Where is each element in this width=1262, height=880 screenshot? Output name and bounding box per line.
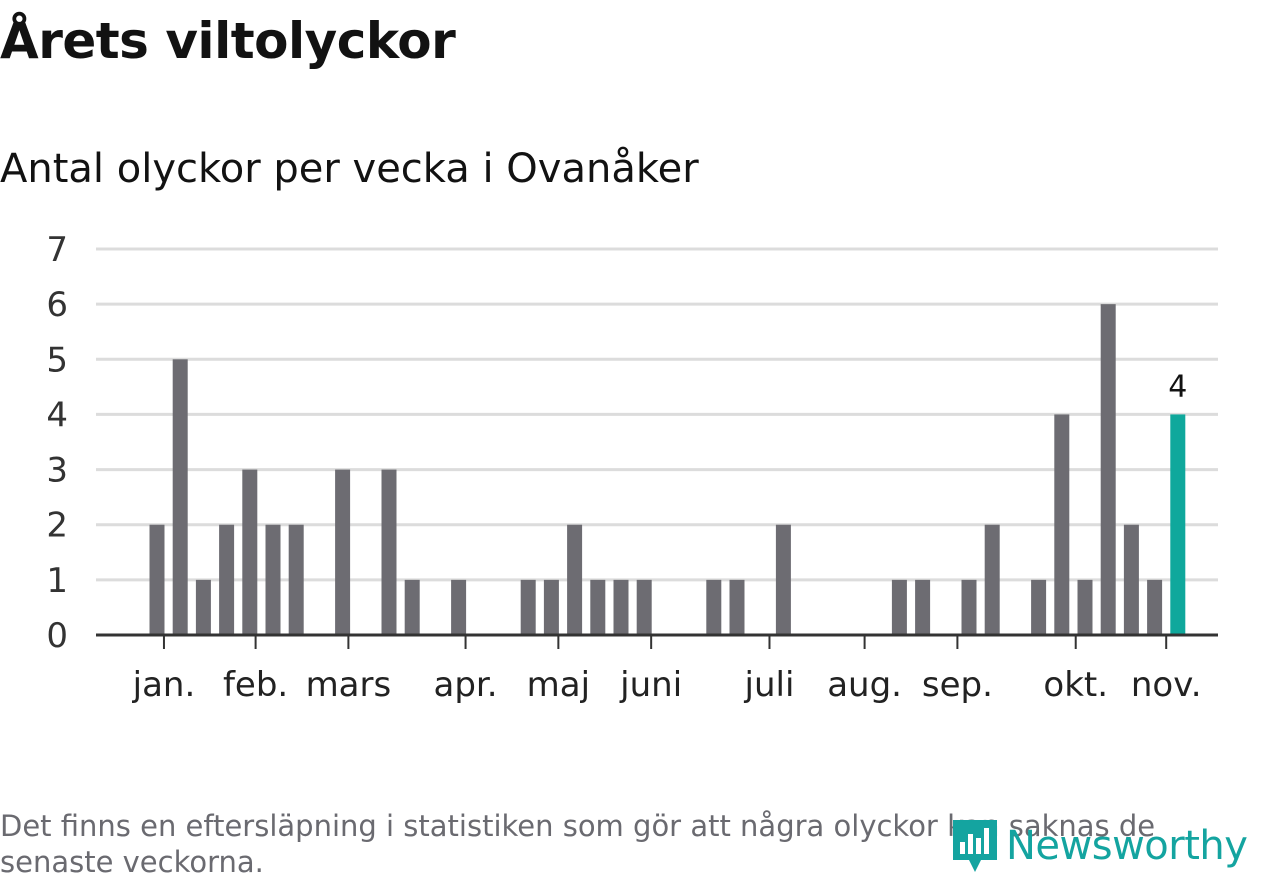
bar [404,579,420,635]
y-tick-label: 2 [46,506,68,546]
bars [149,304,1186,635]
y-tick-label: 4 [46,395,68,435]
x-tick-label: maj [527,665,590,705]
y-tick-label: 0 [46,616,68,656]
x-tick-label: jan. [132,665,196,705]
chart-subtitle: Antal olyckor per vecka i Ovanåker [0,146,699,192]
bar [543,579,559,635]
x-tick-label: feb. [223,665,288,705]
bar [381,469,397,635]
x-tick-label: nov. [1131,665,1202,705]
bar [520,579,536,635]
bar [1100,304,1116,635]
x-tick-label: sep. [922,665,993,705]
bar [961,579,977,635]
data-labels: 4 [1168,369,1187,404]
newsworthy-logo-icon [953,820,997,872]
bar [195,579,211,635]
bar [590,579,606,635]
bar [915,579,931,635]
bar [335,469,351,635]
bar [1077,579,1093,635]
x-tick-label: juli [744,665,795,705]
bar [567,524,583,635]
bar [451,579,467,635]
y-axis-labels: 0 1 2 3 4 5 6 7 [46,230,68,656]
newsworthy-logo[interactable]: Newsworthy [950,816,1248,876]
x-axis [96,633,1218,649]
bar [984,524,1000,635]
y-tick-label: 7 [46,230,68,270]
bar [265,524,281,635]
y-tick-label: 3 [46,451,68,491]
bar-highlight [1170,414,1186,635]
bar [706,579,722,635]
bar [1031,579,1047,635]
x-tick-label: aug. [827,665,902,705]
x-tick-label: okt. [1043,665,1108,705]
bar [613,579,629,635]
bar [1147,579,1163,635]
x-tick-label: apr. [434,665,498,705]
grid-lines [96,247,1218,582]
bar [891,579,907,635]
y-tick-label: 6 [46,285,68,325]
bar [1054,414,1070,635]
logo-text: Newsworthy [1006,823,1248,869]
bar [775,524,791,635]
bar [1123,524,1139,635]
bar [729,579,745,635]
y-tick-label: 1 [46,561,68,601]
bar [242,469,258,635]
data-label-highlight: 4 [1168,369,1187,404]
bar [172,359,188,635]
bar [219,524,235,635]
x-axis-labels: jan. feb. mars apr. maj juni juli aug. sep. okt. n… [132,665,1202,705]
bar [149,524,165,635]
y-tick-label: 5 [46,340,68,380]
chart-title: Årets viltolyckor [0,12,456,70]
x-tick-label: juni [619,665,682,705]
bar [288,524,304,635]
x-tick-label: mars [306,665,392,705]
bar [636,579,652,635]
